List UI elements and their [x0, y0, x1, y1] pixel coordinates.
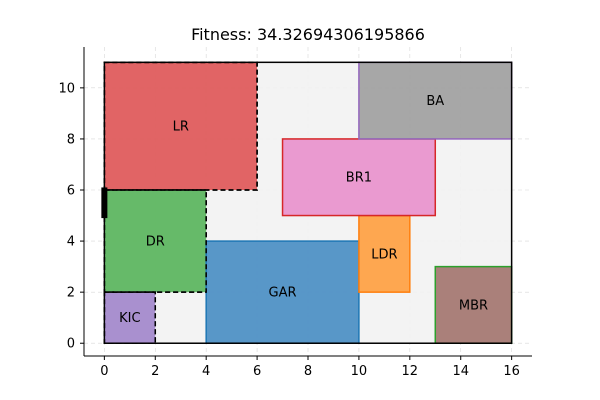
room-label-br1: BR1: [346, 171, 372, 186]
x-tick-label-0: 0: [100, 364, 108, 379]
chart-title: Fitness: 34.32694306195866: [191, 25, 425, 44]
room-label-ba: BA: [426, 94, 444, 109]
x-tick-label-3: 6: [253, 364, 261, 379]
room-label-mbr: MBR: [459, 298, 488, 313]
x-tick-label-7: 14: [452, 364, 469, 379]
room-labels-layer: LR DR KIC GAR LDR BR1 BA MBR: [101, 61, 513, 344]
room-ba: [358, 61, 513, 140]
y-tick-label-4: 8: [67, 132, 75, 147]
room-label-ldr: LDR: [371, 247, 397, 262]
room-label-dr: DR: [146, 235, 165, 250]
room-label-kic: KIC: [119, 311, 140, 326]
x-tick-label-4: 8: [304, 364, 312, 379]
room-outline-kic: [103, 291, 157, 344]
room-dr: [103, 189, 207, 293]
room-outline-dr: [103, 189, 207, 293]
y-tick-label-1: 2: [67, 286, 75, 301]
axes-layer: 0 2 4 6 8 10 12 14 16 0 2 4 6 8 10: [58, 47, 532, 379]
x-tick-label-1: 2: [151, 364, 159, 379]
y-tick-label-2: 4: [67, 235, 75, 250]
room-label-lr: LR: [173, 120, 189, 135]
x-tick-label-6: 12: [402, 364, 419, 379]
room-lr: [103, 61, 258, 191]
y-tick-label-5: 10: [58, 81, 75, 96]
y-tick-label-3: 6: [67, 184, 75, 199]
y-tick-label-0: 0: [67, 337, 75, 352]
entrance-door: [101, 187, 108, 219]
x-tick-label-8: 16: [503, 364, 520, 379]
room-label-gar: GAR: [269, 286, 297, 301]
rooms-layer: [103, 61, 513, 344]
x-tick-label-5: 10: [351, 364, 368, 379]
x-tick-label-2: 4: [202, 364, 210, 379]
